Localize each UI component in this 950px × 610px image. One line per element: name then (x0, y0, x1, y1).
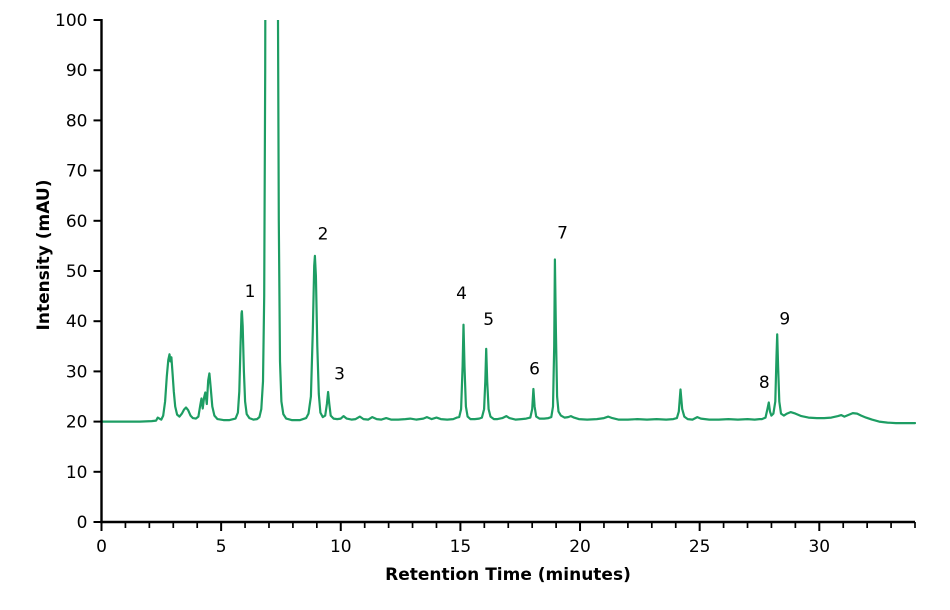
y-tick-label: 60 (66, 212, 88, 232)
peak-label-3: 3 (334, 364, 345, 384)
peak-label-8: 8 (759, 373, 770, 393)
y-tick-label: 80 (66, 111, 88, 131)
peak-label-4: 4 (456, 284, 467, 304)
y-tick-label: 0 (77, 513, 88, 533)
y-tick-label: 100 (55, 11, 87, 31)
y-tick-label: 90 (66, 61, 88, 81)
x-tick-label: 5 (216, 537, 227, 557)
y-tick-label: 20 (66, 413, 88, 433)
y-tick-label: 40 (66, 312, 88, 332)
peak-label-9: 9 (779, 310, 790, 330)
x-tick-label: 20 (569, 537, 591, 557)
y-tick-label: 10 (66, 463, 88, 483)
peak-label-5: 5 (483, 310, 494, 330)
peak-label-6: 6 (529, 359, 540, 379)
x-tick-label: 30 (808, 537, 830, 557)
chromatogram-trace (100, 20, 916, 425)
y-axis-title: Intensity (mAU) (34, 179, 54, 331)
x-tick-label: 15 (450, 537, 472, 557)
x-tick-label: 25 (689, 537, 711, 557)
y-tick-label: 30 (66, 362, 88, 382)
y-tick-label: 50 (66, 262, 88, 282)
y-tick-label: 70 (66, 162, 88, 182)
x-axis-title: Retention Time (minutes) (385, 565, 631, 585)
peak-label-2: 2 (318, 224, 329, 244)
peak-label-1: 1 (245, 282, 256, 302)
peak-label-7: 7 (557, 223, 568, 243)
x-tick-label: 10 (330, 537, 352, 557)
x-tick-label: 0 (96, 537, 107, 557)
